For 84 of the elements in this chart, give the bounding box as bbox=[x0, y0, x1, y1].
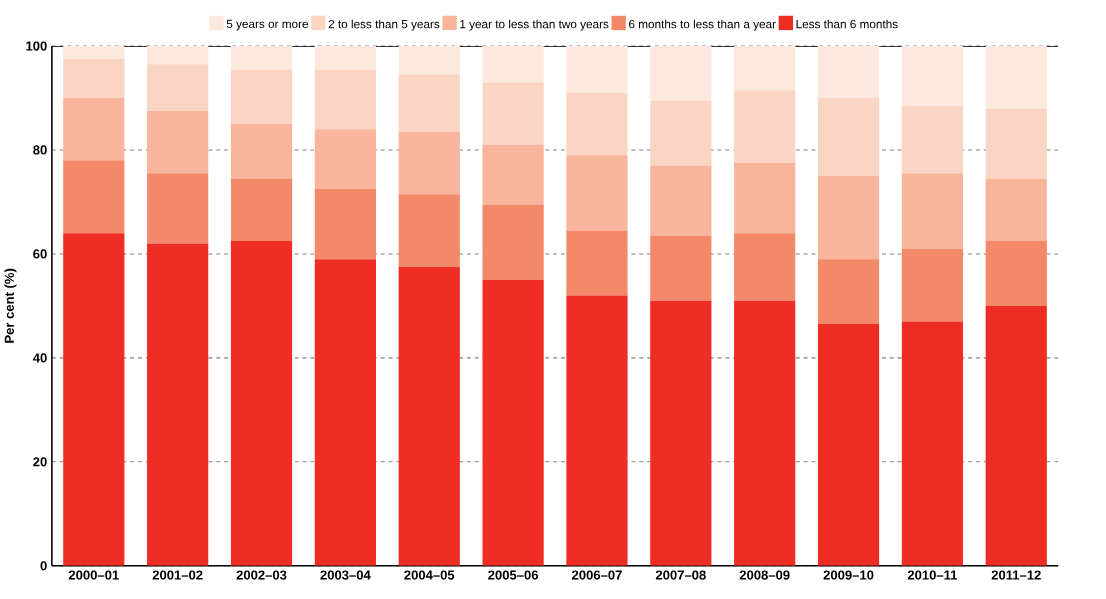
bar bbox=[63, 97, 125, 161]
bar bbox=[482, 82, 544, 145]
bar bbox=[314, 69, 376, 130]
bar bbox=[314, 129, 376, 189]
x-tick-label: 2003–04 bbox=[320, 570, 371, 580]
x-tick-label: 2009–10 bbox=[823, 570, 874, 580]
bar bbox=[985, 178, 1047, 241]
bar bbox=[817, 45, 880, 98]
bar bbox=[147, 243, 209, 566]
bar bbox=[650, 165, 712, 236]
legend-label: 6 months to less than a year bbox=[629, 19, 776, 31]
legend-label: 2 to less than 5 years bbox=[328, 19, 440, 31]
bar bbox=[650, 100, 712, 166]
bar bbox=[901, 105, 964, 174]
bar bbox=[398, 131, 460, 195]
bar bbox=[230, 123, 293, 179]
y-tick-label: 60 bbox=[33, 249, 47, 259]
bar bbox=[817, 97, 880, 176]
y-tick-label: 20 bbox=[33, 457, 47, 467]
bar bbox=[314, 45, 376, 70]
bar bbox=[398, 194, 460, 267]
bar bbox=[482, 45, 544, 83]
bar bbox=[901, 173, 964, 249]
x-tick-label: 2011–12 bbox=[991, 570, 1041, 580]
x-tick-label: 2008–09 bbox=[739, 570, 790, 580]
bar bbox=[985, 305, 1047, 566]
bar bbox=[650, 300, 712, 566]
x-tick-label: 2006–07 bbox=[572, 570, 622, 580]
bar bbox=[734, 90, 796, 163]
bar bbox=[230, 240, 293, 566]
bar bbox=[230, 178, 293, 241]
bar bbox=[398, 266, 460, 566]
legend-label: Less than 6 months bbox=[796, 19, 898, 29]
bar bbox=[63, 160, 125, 234]
bar bbox=[398, 74, 460, 132]
bar bbox=[63, 233, 125, 566]
y-tick-label: 80 bbox=[33, 145, 47, 155]
y-tick-label: 100 bbox=[26, 41, 47, 51]
bar bbox=[985, 45, 1047, 109]
bar bbox=[817, 324, 880, 566]
bar bbox=[650, 45, 712, 101]
bar bbox=[734, 300, 796, 566]
bar bbox=[314, 188, 376, 260]
x-tick-label: 2001–02 bbox=[152, 570, 203, 580]
legend-label: 1 year to less than two years bbox=[460, 19, 609, 31]
bar bbox=[398, 45, 460, 75]
bar bbox=[566, 45, 628, 93]
x-tick-label: 2004–05 bbox=[404, 570, 455, 580]
bar bbox=[482, 279, 544, 566]
bar bbox=[817, 259, 880, 325]
bar bbox=[734, 45, 796, 91]
bar bbox=[650, 235, 712, 301]
bar bbox=[566, 92, 628, 156]
x-tick-label: 2010–11 bbox=[907, 570, 958, 580]
bar bbox=[314, 259, 376, 566]
bar bbox=[985, 108, 1047, 179]
bar bbox=[147, 110, 209, 174]
bar bbox=[482, 204, 544, 280]
legend-label: 5 years or more bbox=[226, 19, 309, 31]
bar bbox=[63, 58, 125, 98]
bar bbox=[901, 248, 964, 322]
bar bbox=[901, 45, 964, 106]
y-axis-title: Per cent (%) bbox=[4, 268, 17, 343]
x-tick-label: 2002–03 bbox=[236, 570, 287, 580]
y-tick-label: 0 bbox=[40, 561, 47, 571]
bar bbox=[734, 162, 796, 234]
bar bbox=[566, 230, 628, 296]
bar bbox=[566, 155, 628, 231]
bar bbox=[734, 233, 796, 301]
bar bbox=[985, 240, 1047, 306]
x-tick-label: 2005–06 bbox=[488, 570, 539, 580]
x-tick-label: 2007–08 bbox=[655, 570, 706, 580]
x-tick-label: 2000–01 bbox=[68, 570, 119, 580]
bar bbox=[63, 45, 125, 59]
bar bbox=[147, 64, 209, 111]
bar bbox=[230, 69, 293, 124]
bar bbox=[901, 321, 964, 566]
bar bbox=[147, 173, 209, 244]
bar bbox=[147, 45, 209, 65]
bar bbox=[566, 295, 628, 566]
bar bbox=[817, 175, 880, 260]
y-tick-label: 40 bbox=[32, 353, 47, 363]
bar bbox=[482, 144, 544, 205]
bar bbox=[230, 45, 293, 70]
